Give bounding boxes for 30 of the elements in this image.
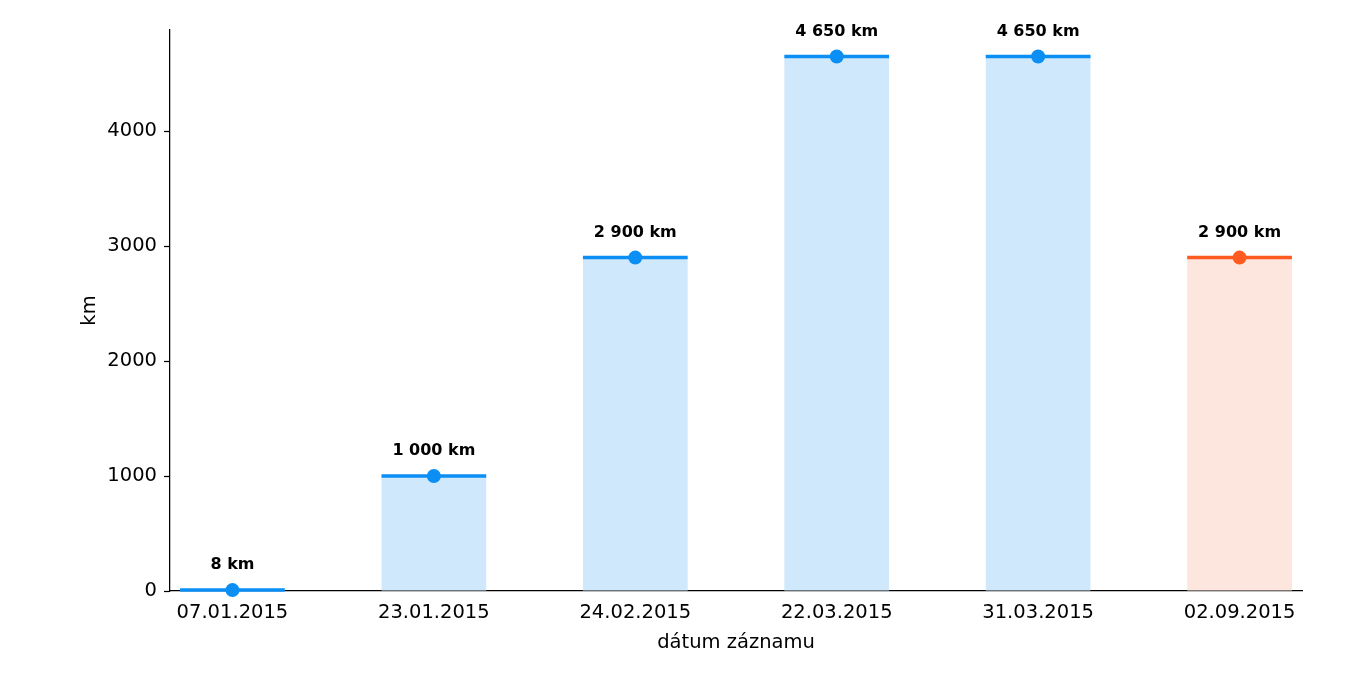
- bar: [1187, 257, 1292, 591]
- bar: [381, 476, 487, 591]
- bar: [582, 257, 688, 591]
- point: [225, 583, 240, 598]
- data-label: 8 km: [210, 554, 255, 574]
- data-label: 1 000 km: [392, 440, 476, 460]
- y-axis-title: km: [76, 295, 100, 326]
- bar: [784, 56, 890, 591]
- data-label: 4 650 km: [795, 20, 879, 40]
- point: [1232, 250, 1247, 265]
- y-tick-label: 0: [144, 578, 157, 602]
- x-tick-label: 07.01.2015: [176, 599, 289, 623]
- point: [829, 49, 844, 64]
- y-tick-label: 3000: [107, 233, 157, 257]
- x-tick-label: 24.02.2015: [579, 599, 692, 623]
- y-tick-label: 1000: [107, 463, 157, 487]
- data-label: 2 900 km: [593, 221, 677, 241]
- data-label: 4 650 km: [996, 20, 1080, 40]
- y-tick-label: 2000: [107, 348, 157, 372]
- x-tick-label: 22.03.2015: [780, 599, 893, 623]
- x-axis-title: dátum záznamu: [657, 630, 815, 654]
- y-tick-label: 4000: [107, 118, 157, 142]
- point: [426, 469, 441, 484]
- point: [628, 250, 643, 265]
- x-tick-label: 31.03.2015: [982, 599, 1094, 623]
- x-tick-label: 02.09.2015: [1183, 599, 1296, 623]
- data-label: 2 900 km: [1198, 221, 1282, 241]
- point: [1031, 49, 1046, 64]
- x-tick-label: 23.01.2015: [378, 599, 490, 623]
- bar: [985, 56, 1091, 591]
